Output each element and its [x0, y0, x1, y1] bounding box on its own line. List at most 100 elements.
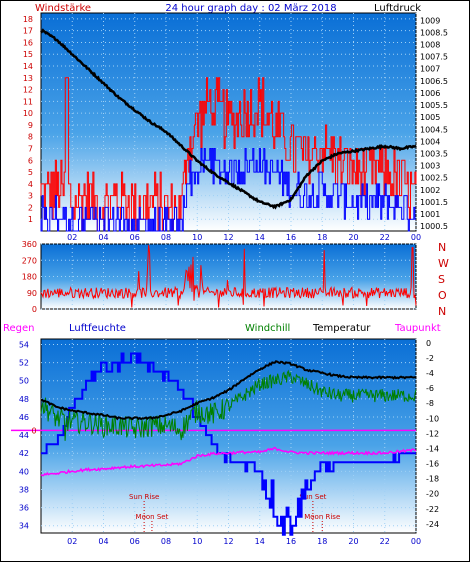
pressure-y-axis-labels: 1000.5 1001 1001.5 1002 1002.5 1003 1003.5 1004… — [420, 16, 448, 231]
wind-tick-label: 9 — [28, 121, 33, 130]
time-tick-label: 00 — [411, 537, 421, 546]
wind-tick-label: 18 — [23, 15, 33, 24]
chart-title: 24 hour graph day : 02 März 2018 — [165, 3, 336, 14]
humidity-tick-label: 54 — [19, 340, 29, 349]
wind-tick-label: 14 — [23, 62, 33, 71]
time-tick-label: 12 — [223, 233, 233, 242]
temperature-tick-label: -2 — [426, 354, 434, 363]
wind-tick-label: 2 — [28, 203, 33, 212]
time-tick-label: 16 — [286, 537, 296, 546]
time-tick-label: 22 — [380, 537, 390, 546]
time-tick-label: 08 — [161, 233, 171, 242]
humidity-tick-label: 52 — [19, 359, 29, 368]
direction-label-north-top: N — [438, 241, 446, 254]
wind-tick-label: 6 — [28, 156, 33, 165]
rain-zero-label: 0 — [31, 426, 36, 435]
temperature-tick-label: -18 — [426, 475, 439, 484]
direction-label-south: S — [438, 273, 445, 286]
wind-direction-grid — [41, 243, 417, 310]
time-tick-label: 00 — [411, 233, 421, 242]
wind-tick-label: 8 — [28, 133, 33, 142]
temperature-tick-label: -10 — [426, 414, 439, 423]
legend-luftfeuchte: Luftfeuchte — [69, 323, 126, 334]
direction-label-west: W — [438, 257, 449, 270]
pressure-tick-label: 1002 — [420, 186, 440, 195]
humidity-tick-label: 50 — [19, 377, 29, 386]
temperature-y-axis-labels: 0 -2 -4 -6 -8 -10 -12 -14 -16 -18 -20 -22 -24 — [426, 339, 439, 529]
time-tick-label: 04 — [98, 233, 108, 242]
direction-tick-label: 0 — [32, 305, 37, 314]
legend-regen: Regen — [3, 323, 35, 334]
wind-tick-label: 12 — [23, 86, 33, 95]
humidity-tick-label: 40 — [19, 467, 29, 476]
time-tick-label: 10 — [192, 537, 202, 546]
time-tick-label: 22 — [380, 233, 390, 242]
time-tick-label: 16 — [286, 233, 296, 242]
pressure-tick-label: 1000.5 — [420, 222, 448, 231]
direction-tick-label: 180 — [22, 273, 37, 282]
time-tick-label: 14 — [255, 233, 265, 242]
pressure-tick-label: 1005 — [420, 113, 440, 122]
direction-tick-label: 360 — [22, 240, 37, 249]
temperature-line — [40, 360, 416, 421]
pressure-tick-label: 1001 — [420, 210, 440, 219]
legend-taupunkt: Taupunkt — [394, 323, 441, 334]
pressure-tick-label: 1008 — [420, 40, 440, 49]
legend-temperatur: Temperatur — [312, 323, 371, 334]
humidity-temperature-panel: 34 36 38 40 42 44 46 48 50 52 54 0 -2 -4 -6 -8 -10 -12 -1… — [11, 338, 439, 546]
wind-tick-label: 10 — [23, 109, 33, 118]
direction-tick-label: 270 — [22, 256, 37, 265]
wind-tick-label: 1 — [28, 215, 33, 224]
air-pressure-label: Luftdruck — [374, 3, 421, 14]
wind-average-line — [40, 148, 416, 232]
windchill-line — [40, 369, 417, 441]
wind-tick-label: 7 — [28, 145, 33, 154]
dewpoint-line — [40, 446, 417, 477]
pressure-tick-label: 1008.5 — [420, 28, 448, 37]
sun-set-label: Sun Set — [299, 493, 326, 501]
humidity-tick-label: 42 — [19, 449, 29, 458]
sun-moon-annotations: Sun Rise Moon Set Sun Set Moon Rise — [129, 493, 340, 533]
pressure-tick-label: 1003 — [420, 162, 440, 171]
time-tick-label: 18 — [317, 537, 327, 546]
temperature-tick-label: -20 — [426, 490, 439, 499]
time-tick-label: 20 — [348, 233, 358, 242]
wind-tick-label: 17 — [23, 27, 33, 36]
wind-strength-label: Windstärke — [35, 3, 91, 14]
temperature-tick-label: -16 — [426, 460, 439, 469]
time-tick-label: 06 — [130, 537, 140, 546]
time-tick-label: 12 — [223, 537, 233, 546]
legend-windchill: Windchill — [245, 323, 290, 334]
time-tick-label: 18 — [317, 233, 327, 242]
time-axis-labels: 02 04 06 08 10 12 14 16 18 20 22 00 — [67, 233, 421, 242]
humidity-tick-label: 36 — [19, 504, 29, 513]
humidity-tick-label: 44 — [19, 431, 29, 440]
pressure-tick-label: 1002.5 — [420, 174, 448, 183]
pressure-tick-label: 1004 — [420, 137, 440, 146]
time-tick-label: 08 — [161, 537, 171, 546]
pressure-tick-label: 1001.5 — [420, 198, 448, 207]
direction-y-axis-labels: 0 90 180 270 360 — [22, 240, 37, 314]
pressure-tick-label: 1009 — [420, 16, 440, 25]
pressure-tick-label: 1004.5 — [420, 125, 448, 134]
wind-tick-label: 5 — [28, 168, 33, 177]
humidity-tick-label: 34 — [19, 522, 29, 531]
temperature-tick-label: -6 — [426, 384, 434, 393]
temperature-tick-label: -12 — [426, 429, 439, 438]
direction-tick-label: 90 — [27, 289, 37, 298]
temperature-tick-label: -8 — [426, 399, 434, 408]
time-tick-label: 10 — [192, 233, 202, 242]
time-tick-label: 06 — [130, 233, 140, 242]
time-axis-labels-bottom: 02 04 06 08 10 12 14 16 18 20 22 00 — [67, 537, 421, 546]
pressure-tick-label: 1005.5 — [420, 101, 448, 110]
humidity-tick-label: 46 — [19, 413, 29, 422]
wind-tick-label: 3 — [28, 192, 33, 201]
humidity-y-axis-labels: 34 36 38 40 42 44 46 48 50 52 54 — [19, 340, 29, 530]
time-tick-label: 04 — [98, 537, 108, 546]
pressure-tick-label: 1007 — [420, 65, 440, 74]
direction-label-north-bottom: N — [438, 305, 446, 318]
temperature-tick-label: -4 — [426, 369, 434, 378]
wind-direction-panel: 0 90 180 270 360 N W S O N — [22, 240, 449, 318]
moon-rise-label: Moon Rise — [304, 513, 340, 521]
